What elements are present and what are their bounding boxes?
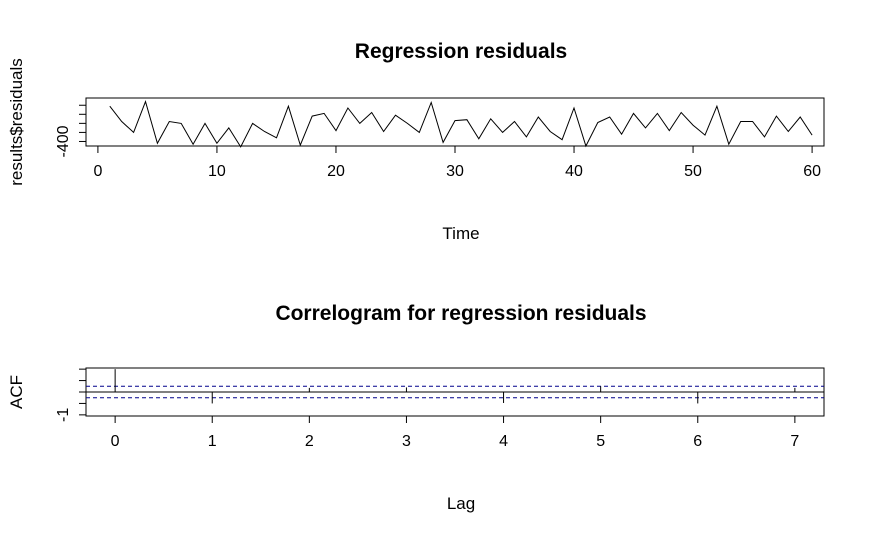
x-tick-label: 0 xyxy=(111,433,120,450)
x-tick-label: 1 xyxy=(208,433,217,450)
x-tick-label: 6 xyxy=(693,433,702,450)
y-axis-residuals: -400 xyxy=(55,104,86,157)
x-tick-label: 20 xyxy=(327,163,345,180)
x-tick-label: 3 xyxy=(402,433,411,450)
x-tick-label: 7 xyxy=(790,433,799,450)
chart-title-correlogram: Correlogram for regression residuals xyxy=(275,302,646,325)
series-residuals xyxy=(109,100,813,148)
chart-title-residuals: Regression residuals xyxy=(355,40,567,63)
x-tick-label: 2 xyxy=(305,433,314,450)
residuals-line xyxy=(109,100,813,148)
x-axis-label-residuals: Time xyxy=(442,224,479,243)
x-tick-label: 30 xyxy=(446,163,464,180)
x-tick-label: 10 xyxy=(208,163,226,180)
x-tick-label: 60 xyxy=(803,163,821,180)
x-tick-label: 40 xyxy=(565,163,583,180)
x-tick-label: 4 xyxy=(499,433,508,450)
acf-bars xyxy=(114,369,796,404)
y-tick-label: -400 xyxy=(55,125,72,157)
x-tick-label: 5 xyxy=(596,433,605,450)
x-tick-label: 50 xyxy=(684,163,702,180)
x-axis-residuals: 0 10 20 30 40 50 60 xyxy=(93,146,821,180)
panel-residuals: Regression residuals 0 10 20 30 40 50 60 -400 … xyxy=(7,40,825,243)
y-tick-label: -1 xyxy=(55,408,72,422)
panel-correlogram: Correlogram for regression residuals 0 1 2… xyxy=(7,302,825,513)
x-tick-label: 0 xyxy=(93,163,102,180)
x-axis-correlogram: 0 1 2 3 4 5 6 7 xyxy=(111,416,799,450)
y-axis-correlogram: -1 xyxy=(55,368,86,422)
y-axis-label-correlogram: ACF xyxy=(7,375,26,409)
x-axis-label-correlogram: Lag xyxy=(447,494,475,513)
confidence-band xyxy=(86,385,824,399)
y-axis-label-residuals: results$residuals xyxy=(7,58,26,186)
